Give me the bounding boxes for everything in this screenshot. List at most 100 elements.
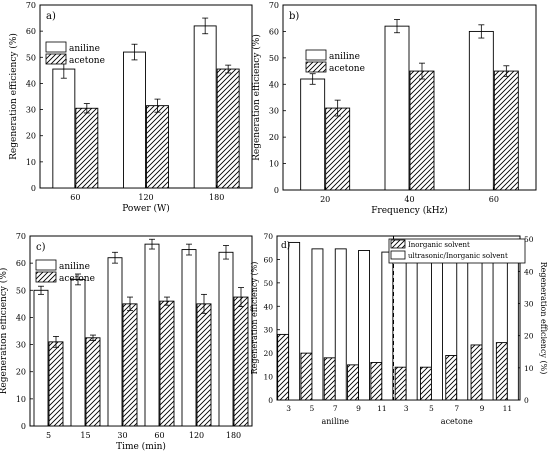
y-right-tick-label: 30 <box>524 300 534 309</box>
bar-inorganic-aniline-3 <box>277 333 290 401</box>
bar-inorganic-acetone-9 <box>470 344 483 401</box>
bar-aniline-30 <box>107 257 123 427</box>
bar-inorganic-acetone-7 <box>445 355 458 401</box>
bar-aniline-20 <box>300 78 326 191</box>
legend-label-1: acetone <box>59 274 95 284</box>
bar-ultrasonic-aniline-11 <box>381 251 394 401</box>
y-tick-label: 30 <box>269 107 279 116</box>
y-tick-label: 70 <box>263 232 273 241</box>
panel-c-time-chart: 0 10 20 30 40 50 60 70 5 15 30 60 120 180 c) Time (min)… <box>0 232 253 452</box>
x-tick-label: 20 <box>320 195 330 204</box>
y-tick-label: 20 <box>263 349 273 358</box>
bar-acetone-5 <box>48 341 64 427</box>
bar-acetone-15 <box>85 337 101 427</box>
bar-acetone-120 <box>196 303 212 427</box>
legend-label-1: acetone <box>329 64 365 74</box>
bar-inorganic-aniline-9 <box>347 364 359 401</box>
bar-inorganic-acetone-3 <box>394 366 407 401</box>
legend-label-0: aniline <box>69 44 100 54</box>
bar-acetone-180 <box>216 68 240 189</box>
y-tick-label: 0 <box>268 396 273 405</box>
bar-aniline-180 <box>218 251 234 427</box>
y-axis-label-right: Regeneration efficiency (%) <box>539 262 548 375</box>
x-tick-label: 180 <box>226 431 241 440</box>
y-axis-label: Regeneration efficiency (%) <box>0 268 9 395</box>
y-tick-label: 40 <box>26 79 36 88</box>
panel-a-power-chart: 0 10 20 30 40 50 60 70 60 120 180 a) Power (W) Regene… <box>8 1 253 214</box>
panel-d-solvent-chart: 0 10 20 30 40 50 60 70 0 10 20 30 40 50 3 5 7 9 11 aniline 3… <box>250 232 548 426</box>
x-tick-label: 180 <box>209 193 224 202</box>
y-tick-label: 70 <box>269 1 279 10</box>
bar-acetone-120 <box>146 105 169 189</box>
legend-swatch-1 <box>35 271 57 283</box>
x-tick-label: 3 <box>404 404 409 413</box>
bar-acetone-60 <box>493 70 519 191</box>
legend-label-0: aniline <box>329 52 360 62</box>
x-tick-label: 11 <box>377 404 387 413</box>
y-tick-label: 60 <box>263 255 273 264</box>
bar-inorganic-acetone-11 <box>495 342 508 401</box>
bar-inorganic-acetone-5 <box>420 366 432 401</box>
legend-swatch-0 <box>45 41 67 53</box>
bar-aniline-120 <box>181 249 197 427</box>
legend-swatch-1 <box>305 61 327 73</box>
x-tick-label: 11 <box>503 404 513 413</box>
bar-acetone-30 <box>122 303 138 427</box>
legend-label-1: acetone <box>69 56 105 66</box>
y-tick-label: 20 <box>26 132 36 141</box>
x-tick-label: 7 <box>454 404 459 413</box>
x-tick-label: 15 <box>80 431 90 440</box>
y-tick-label: 40 <box>16 313 26 322</box>
y-axis-label-left: Regeneration efficiency (%) <box>250 262 259 375</box>
legend-swatch-0 <box>390 239 406 249</box>
y-tick-label: 60 <box>269 27 279 36</box>
bar-inorganic-aniline-11 <box>370 362 383 401</box>
bar-aniline-60 <box>52 68 76 189</box>
bar-ultrasonic-acetone-9 <box>481 248 494 401</box>
y-tick-label: 50 <box>26 53 36 62</box>
x-tick-label: 5 <box>46 431 51 440</box>
y-tick-label: 10 <box>26 158 36 167</box>
y-tick-label: 20 <box>269 133 279 142</box>
y-tick-label: 40 <box>263 302 273 311</box>
y-tick-label: 10 <box>16 395 26 404</box>
legend-label-1: ultrasonic/Inorganic solvent <box>408 252 508 260</box>
y-tick-label: 60 <box>26 27 36 36</box>
y-tick-label: 0 <box>21 422 26 431</box>
y-tick-label: 30 <box>26 106 36 115</box>
bar-inorganic-aniline-7 <box>323 357 336 401</box>
y-tick-label: 50 <box>16 286 26 295</box>
x-axis-label: Power (W) <box>122 203 170 214</box>
x-tick-label: 5 <box>429 404 434 413</box>
y-tick-label: 70 <box>26 1 36 10</box>
bar-acetone-60 <box>159 300 175 427</box>
y-right-tick-label: 20 <box>524 332 534 341</box>
legend-label-0: Inorganic solvent <box>408 241 470 249</box>
y-tick-label: 50 <box>269 54 279 63</box>
bar-aniline-60 <box>144 243 160 427</box>
bar-aniline-180 <box>193 25 217 189</box>
y-axis-label: Regeneration efficiency (%) <box>8 33 19 160</box>
bar-acetone-180 <box>233 296 249 427</box>
x-axis-label: Frequency (kHz) <box>371 205 448 216</box>
x-tick-label: 30 <box>117 431 127 440</box>
y-tick-label: 40 <box>269 80 279 89</box>
bar-ultrasonic-acetone-3 <box>405 256 418 401</box>
panel-b-frequency-chart: 0 10 20 30 40 50 60 70 20 40 60 b) Frequency (kHz) Re… <box>251 1 537 216</box>
x-tick-label: 9 <box>356 404 361 413</box>
bar-ultrasonic-aniline-7 <box>334 248 347 401</box>
bar-acetone-40 <box>409 70 435 191</box>
y-axis-label: Regeneration efficiency (%) <box>251 34 262 161</box>
bar-aniline-120 <box>123 51 146 189</box>
legend-swatch-0 <box>35 259 57 271</box>
bar-acetone-20 <box>325 107 351 191</box>
panel-label: a) <box>46 11 56 22</box>
y-tick-label: 30 <box>263 326 273 335</box>
panel-label: d) <box>281 240 290 251</box>
group-label-aniline: aniline <box>322 417 350 426</box>
x-tick-label: 40 <box>404 195 414 204</box>
bar-inorganic-aniline-5 <box>300 352 313 401</box>
y-right-tick-label: 40 <box>524 267 534 276</box>
x-tick-label: 7 <box>333 404 338 413</box>
